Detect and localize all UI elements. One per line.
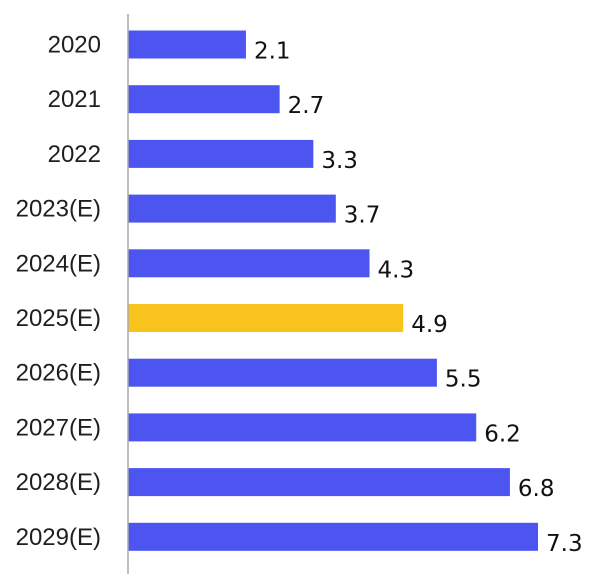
bar-2028(E)	[128, 468, 510, 497]
category-label-2024(E): 2024(E)	[16, 250, 101, 277]
value-label-2026(E): 5.5	[445, 367, 482, 393]
category-label-2026(E): 2026(E)	[16, 360, 101, 387]
value-label-2024(E): 4.3	[378, 257, 415, 283]
category-label-2020: 2020	[48, 32, 101, 59]
bar-2024(E)	[128, 249, 370, 278]
value-label-2027(E): 6.2	[484, 421, 521, 447]
value-label-2029(E): 7.3	[546, 531, 583, 557]
bar-2027(E)	[128, 413, 477, 442]
value-label-2028(E): 6.8	[518, 476, 555, 502]
category-label-2023(E): 2023(E)	[16, 196, 101, 223]
category-label-2021: 2021	[48, 86, 101, 113]
value-label-2022: 3.3	[321, 148, 358, 174]
category-label-2027(E): 2027(E)	[16, 414, 101, 441]
bar-2026(E)	[128, 358, 437, 387]
bars-group	[128, 30, 538, 551]
bar-2029(E)	[128, 522, 538, 551]
bar-2020	[128, 30, 246, 59]
bar-2022	[128, 139, 314, 168]
category-label-2025(E): 2025(E)	[16, 305, 101, 332]
value-label-2021: 2.7	[288, 93, 325, 119]
bar-2021	[128, 85, 280, 114]
value-label-2023(E): 3.7	[344, 203, 381, 229]
bar-2023(E)	[128, 194, 336, 223]
category-label-2028(E): 2028(E)	[16, 469, 101, 496]
value-label-2025(E): 4.9	[411, 312, 448, 338]
value-labels-group: 2.1 2.7 3.3 3.7 4.3 4.9 5.5 6.2 6.8 7.3	[254, 39, 583, 557]
bar-2025(E)	[128, 304, 404, 332]
category-label-2029(E): 2029(E)	[16, 524, 101, 551]
category-labels-group: 2020 2021 2022 2023(E) 2024(E) 2025(E) 2026(E)…	[16, 32, 101, 551]
value-label-2020: 2.1	[254, 39, 291, 65]
category-label-2022: 2022	[48, 141, 101, 168]
